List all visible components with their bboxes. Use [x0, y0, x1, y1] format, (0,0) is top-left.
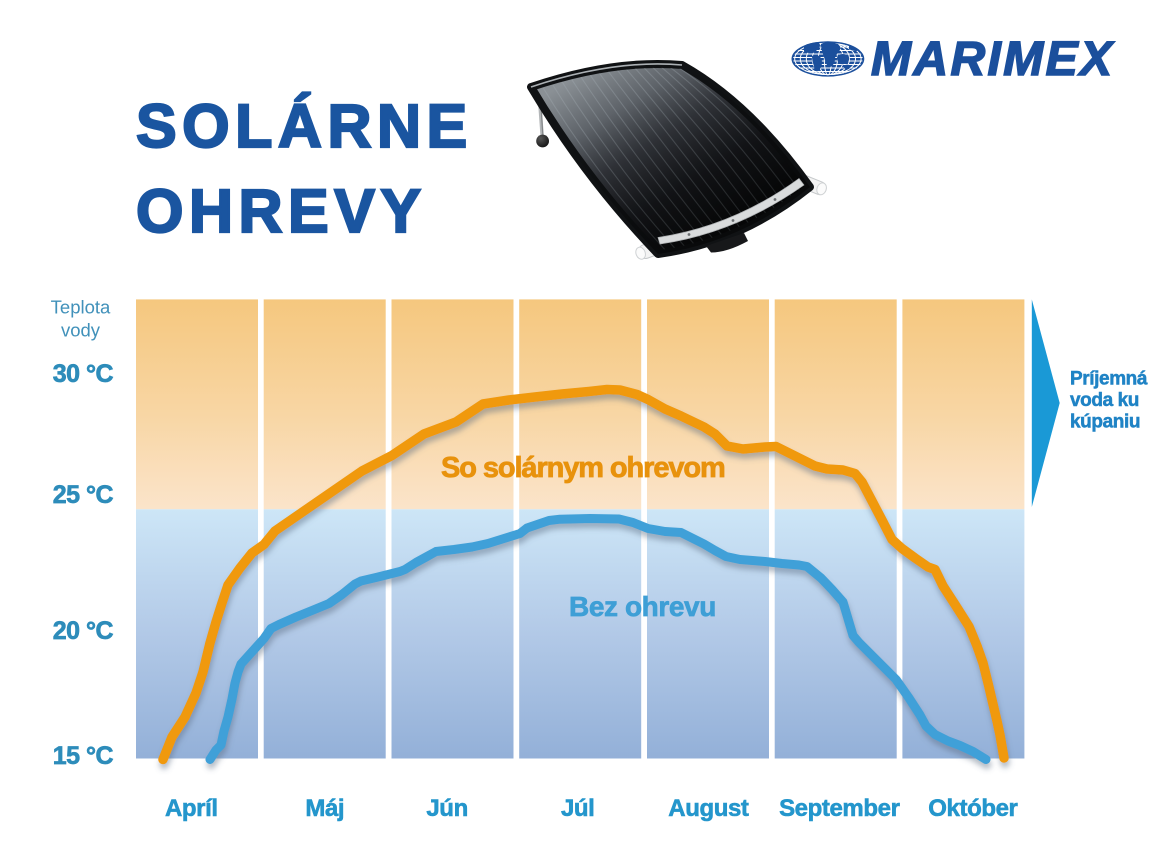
svg-text:September: September — [779, 795, 900, 822]
svg-text:Máj: Máj — [305, 795, 344, 822]
svg-text:SOLÁRNE: SOLÁRNE — [136, 92, 473, 160]
svg-text:So solárnym ohrevom: So solárnym ohrevom — [441, 452, 725, 484]
svg-text:voda ku: voda ku — [1070, 390, 1139, 411]
svg-text:Júl: Júl — [561, 795, 594, 822]
svg-text:Október: Október — [928, 795, 1017, 822]
svg-text:OHREVY: OHREVY — [136, 177, 427, 245]
svg-text:Bez ohrevu: Bez ohrevu — [569, 591, 716, 622]
svg-text:vody: vody — [61, 320, 101, 341]
svg-text:15 °C: 15 °C — [53, 742, 114, 770]
svg-text:25 °C: 25 °C — [53, 481, 114, 509]
svg-text:Teplota: Teplota — [51, 297, 111, 318]
svg-text:Jún: Jún — [426, 795, 467, 822]
svg-text:Príjemná: Príjemná — [1070, 369, 1148, 390]
svg-text:kúpaniu: kúpaniu — [1070, 412, 1140, 433]
svg-text:30 °C: 30 °C — [53, 360, 114, 388]
svg-text:Apríl: Apríl — [165, 795, 218, 822]
svg-text:August: August — [668, 795, 749, 822]
svg-text:20 °C: 20 °C — [53, 617, 114, 645]
svg-text:MARIMEX: MARIMEX — [871, 33, 1115, 86]
